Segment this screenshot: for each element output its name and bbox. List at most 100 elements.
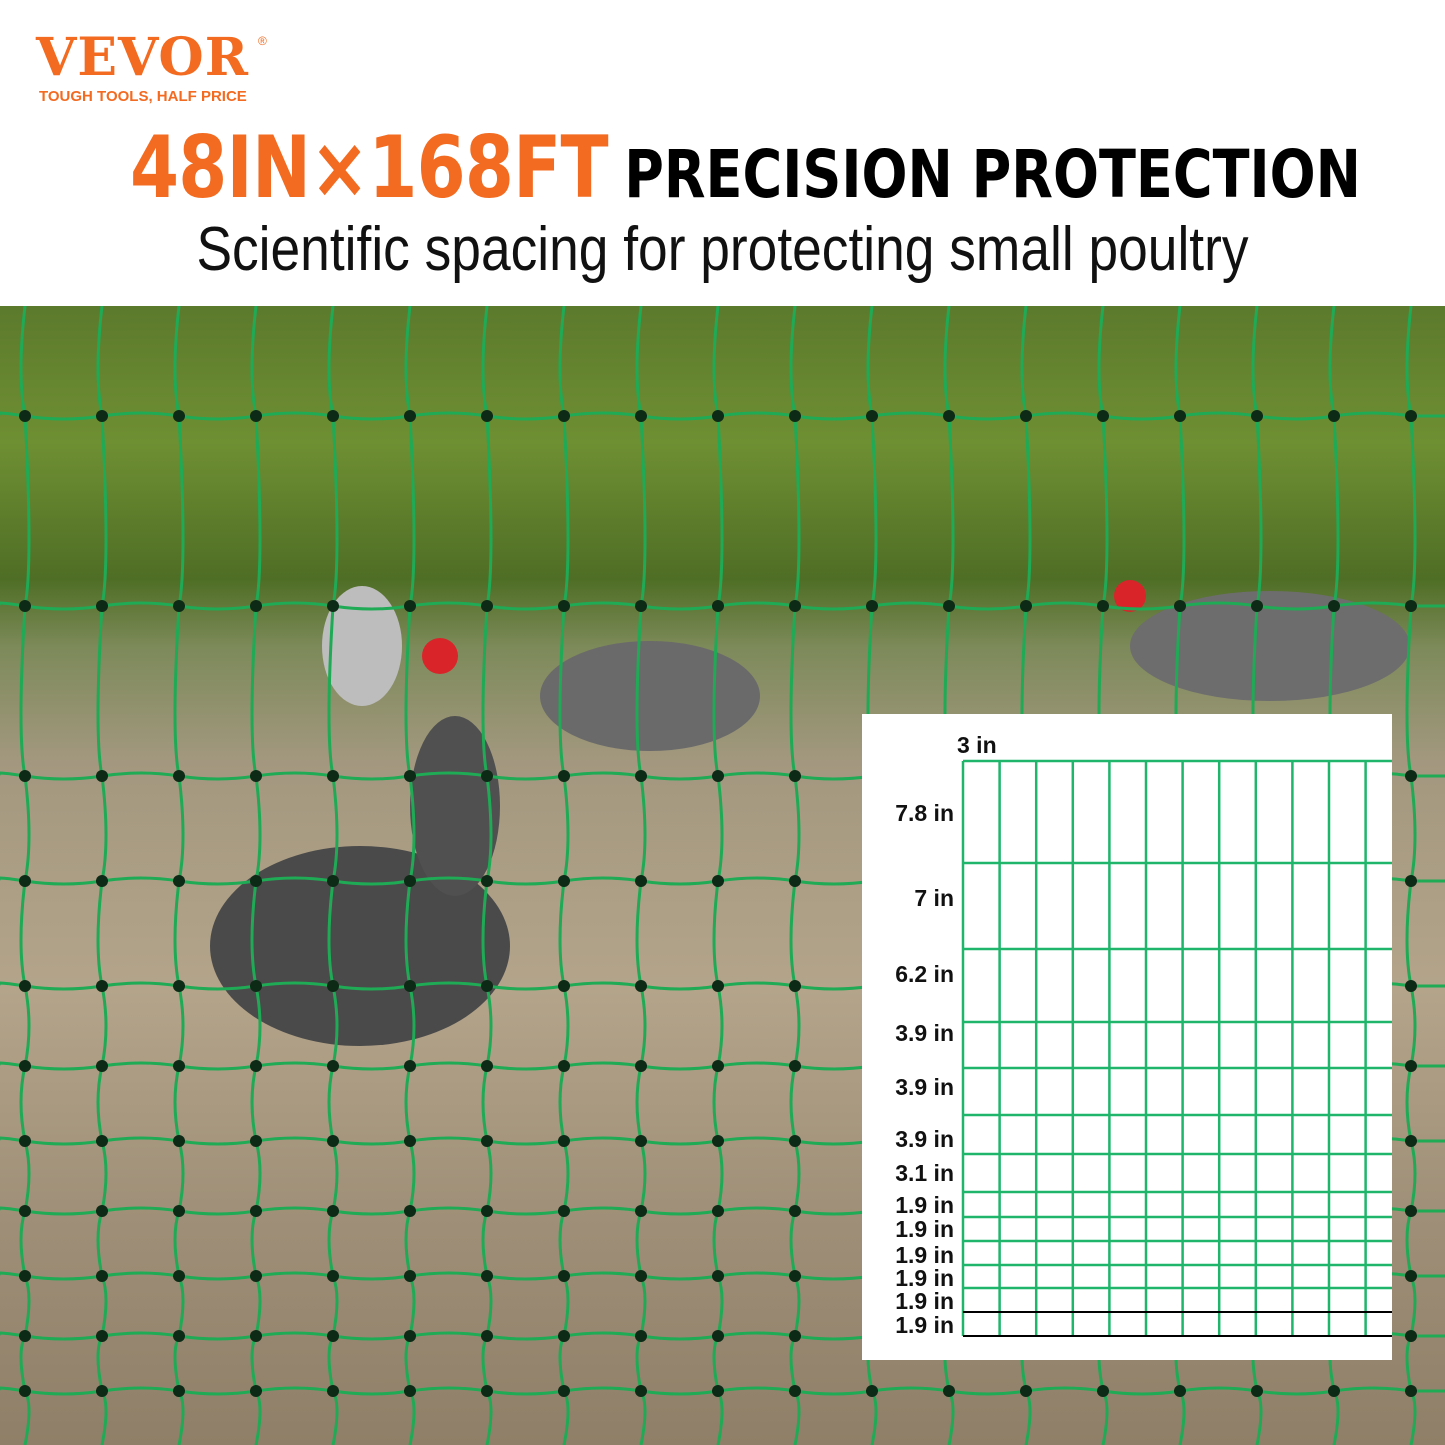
net-knot <box>173 1060 185 1072</box>
chicken-back-left <box>322 586 402 706</box>
net-knot <box>250 1060 262 1072</box>
net-knot <box>1020 1385 1032 1397</box>
net-knot <box>1097 600 1109 612</box>
net-knot <box>96 1385 108 1397</box>
net-knot <box>943 600 955 612</box>
subtitle: Scientific spacing for protecting small … <box>196 215 1249 284</box>
net-knot <box>1405 1135 1417 1147</box>
net-knot <box>327 1330 339 1342</box>
net-knot <box>96 770 108 782</box>
net-knot <box>19 1330 31 1342</box>
net-knot <box>712 1270 724 1282</box>
net-knot <box>173 875 185 887</box>
registered-mark: ® <box>258 34 267 48</box>
net-knot <box>635 1330 647 1342</box>
net-knot <box>327 1135 339 1147</box>
net-knot <box>19 410 31 422</box>
net-knot <box>712 410 724 422</box>
net-vertical-strand <box>19 306 31 1445</box>
net-knot <box>481 1060 493 1072</box>
logo-wordmark: VEVOR <box>36 27 249 88</box>
net-knot <box>866 600 878 612</box>
net-knot <box>635 980 647 992</box>
row-spacing-label: 1.9 in <box>895 1288 954 1314</box>
net-knot <box>250 770 262 782</box>
net-knot <box>173 410 185 422</box>
net-knot <box>635 410 647 422</box>
net-knot <box>19 875 31 887</box>
chicken-back-center <box>540 641 760 751</box>
chicken-right <box>1130 591 1410 701</box>
net-knot <box>19 1270 31 1282</box>
chicken-comb <box>422 638 458 674</box>
net-knot <box>558 875 570 887</box>
net-knot <box>943 410 955 422</box>
net-knot <box>481 770 493 782</box>
net-knot <box>96 1205 108 1217</box>
logo-tagline: TOUGH TOOLS, HALF PRICE <box>39 88 247 105</box>
net-knot <box>1174 410 1186 422</box>
net-knot <box>19 1060 31 1072</box>
net-knot <box>1405 770 1417 782</box>
net-knot <box>173 1330 185 1342</box>
net-knot <box>1405 600 1417 612</box>
row-spacing-label: 3.9 in <box>895 1020 954 1046</box>
net-knot <box>404 1135 416 1147</box>
net-knot <box>327 1270 339 1282</box>
net-knot <box>404 410 416 422</box>
net-knot <box>481 1385 493 1397</box>
net-knot <box>789 770 801 782</box>
net-vertical-strand <box>789 306 801 1445</box>
net-knot <box>173 1385 185 1397</box>
net-knot <box>789 410 801 422</box>
net-vertical-strand <box>481 306 493 1445</box>
net-knot <box>96 600 108 612</box>
net-knot <box>481 1135 493 1147</box>
chicken-main <box>210 846 510 1046</box>
net-knot <box>558 980 570 992</box>
net-knot <box>404 1270 416 1282</box>
net-vertical-strand <box>1405 306 1417 1445</box>
net-vertical-strand <box>635 306 647 1445</box>
net-vertical-strand <box>173 306 185 1445</box>
net-knot <box>789 875 801 887</box>
net-knot <box>96 1060 108 1072</box>
row-spacing-label: 1.9 in <box>895 1265 954 1291</box>
net-knot <box>250 875 262 887</box>
net-knot <box>1405 875 1417 887</box>
row-spacing-label: 7.8 in <box>895 800 954 826</box>
net-knot <box>866 410 878 422</box>
net-knot <box>635 875 647 887</box>
row-spacing-label: 3.1 in <box>895 1160 954 1186</box>
row-spacing-label: 6.2 in <box>895 961 954 987</box>
net-knot <box>866 1385 878 1397</box>
net-knot <box>635 1060 647 1072</box>
row-spacing-label: 3.9 in <box>895 1074 954 1100</box>
net-knot <box>712 1205 724 1217</box>
header-banner: VEVOR ® TOUGH TOOLS, HALF PRICE 48IN×168… <box>0 0 1445 306</box>
chicken-right-comb <box>1114 580 1146 612</box>
net-knot <box>404 1330 416 1342</box>
headline-size: 48IN×168FT <box>130 118 609 218</box>
net-knot <box>1405 410 1417 422</box>
net-knot <box>327 1060 339 1072</box>
net-knot <box>327 980 339 992</box>
net-knot <box>404 980 416 992</box>
net-knot <box>481 410 493 422</box>
net-knot <box>404 1060 416 1072</box>
headline-text: PRECISION PROTECTION <box>624 136 1361 213</box>
net-knot <box>19 1135 31 1147</box>
chicken-main-neck <box>410 716 500 896</box>
net-knot <box>558 1385 570 1397</box>
net-knot <box>789 1135 801 1147</box>
net-knot <box>327 410 339 422</box>
net-knot <box>943 1385 955 1397</box>
mesh-spacing-diagram: 3 in 7.8 in 7 in 6.2 in 3.9 in 3.9 in 3.9 in 3… <box>862 714 1392 1360</box>
net-knot <box>404 600 416 612</box>
net-knot <box>1328 410 1340 422</box>
net-knot <box>789 1270 801 1282</box>
net-knot <box>635 1205 647 1217</box>
net-knot <box>250 1385 262 1397</box>
net-knot <box>1405 1385 1417 1397</box>
net-knot <box>635 1270 647 1282</box>
